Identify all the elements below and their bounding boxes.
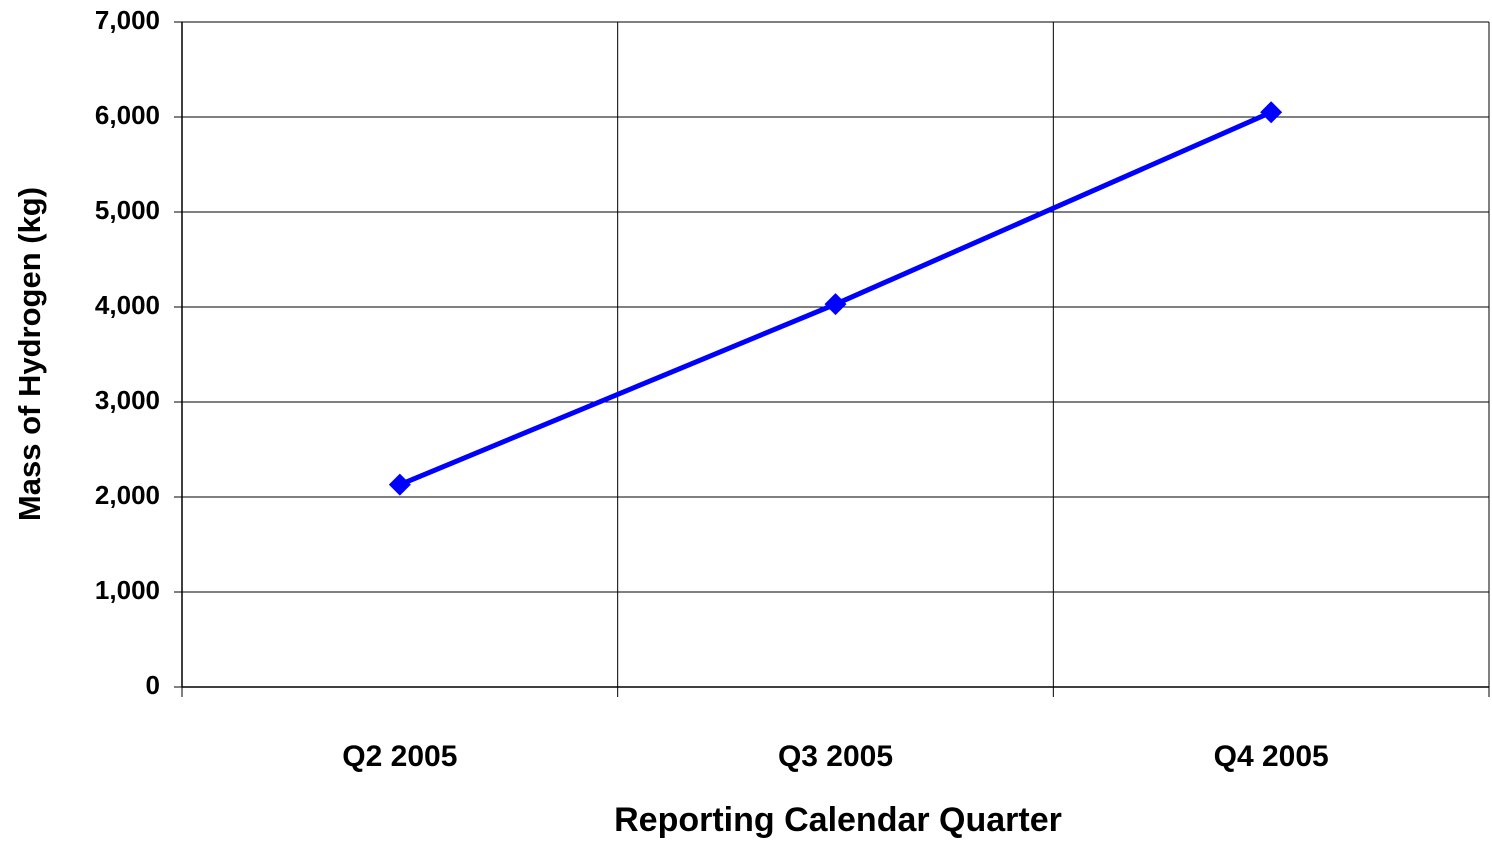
y-tick-label: 6,000 (95, 100, 160, 130)
x-tick-label: Q4 2005 (1214, 740, 1329, 773)
x-tick-label: Q3 2005 (778, 740, 893, 773)
y-tick-label: 1,000 (95, 575, 160, 605)
y-axis-label: Mass of Hydrogen (kg) (12, 187, 47, 521)
y-tick-label: 3,000 (95, 385, 160, 415)
x-tick-label: Q2 2005 (342, 740, 457, 773)
marker (824, 293, 847, 316)
y-tick-label: 5,000 (95, 195, 160, 225)
y-tick-label: 7,000 (95, 5, 160, 35)
y-tick-label: 4,000 (95, 290, 160, 320)
y-tick-label: 0 (146, 670, 160, 700)
y-tick-label: 2,000 (95, 480, 160, 510)
x-axis-label: Reporting Calendar Quarter (614, 801, 1062, 839)
marker (388, 473, 411, 496)
marker (1260, 101, 1283, 124)
